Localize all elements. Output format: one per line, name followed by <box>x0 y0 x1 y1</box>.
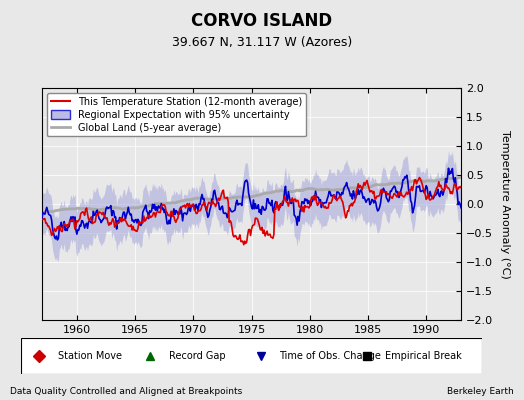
Text: Time of Obs. Change: Time of Obs. Change <box>279 351 381 361</box>
FancyBboxPatch shape <box>21 338 482 374</box>
Text: Berkeley Earth: Berkeley Earth <box>447 387 514 396</box>
Legend: This Temperature Station (12-month average), Regional Expectation with 95% uncer: This Temperature Station (12-month avera… <box>47 93 306 136</box>
Text: Data Quality Controlled and Aligned at Breakpoints: Data Quality Controlled and Aligned at B… <box>10 387 243 396</box>
Text: 39.667 N, 31.117 W (Azores): 39.667 N, 31.117 W (Azores) <box>172 36 352 49</box>
Text: Empirical Break: Empirical Break <box>385 351 462 361</box>
Text: Record Gap: Record Gap <box>169 351 225 361</box>
Text: Station Move: Station Move <box>58 351 122 361</box>
Y-axis label: Temperature Anomaly (°C): Temperature Anomaly (°C) <box>500 130 510 278</box>
Text: CORVO ISLAND: CORVO ISLAND <box>191 12 333 30</box>
